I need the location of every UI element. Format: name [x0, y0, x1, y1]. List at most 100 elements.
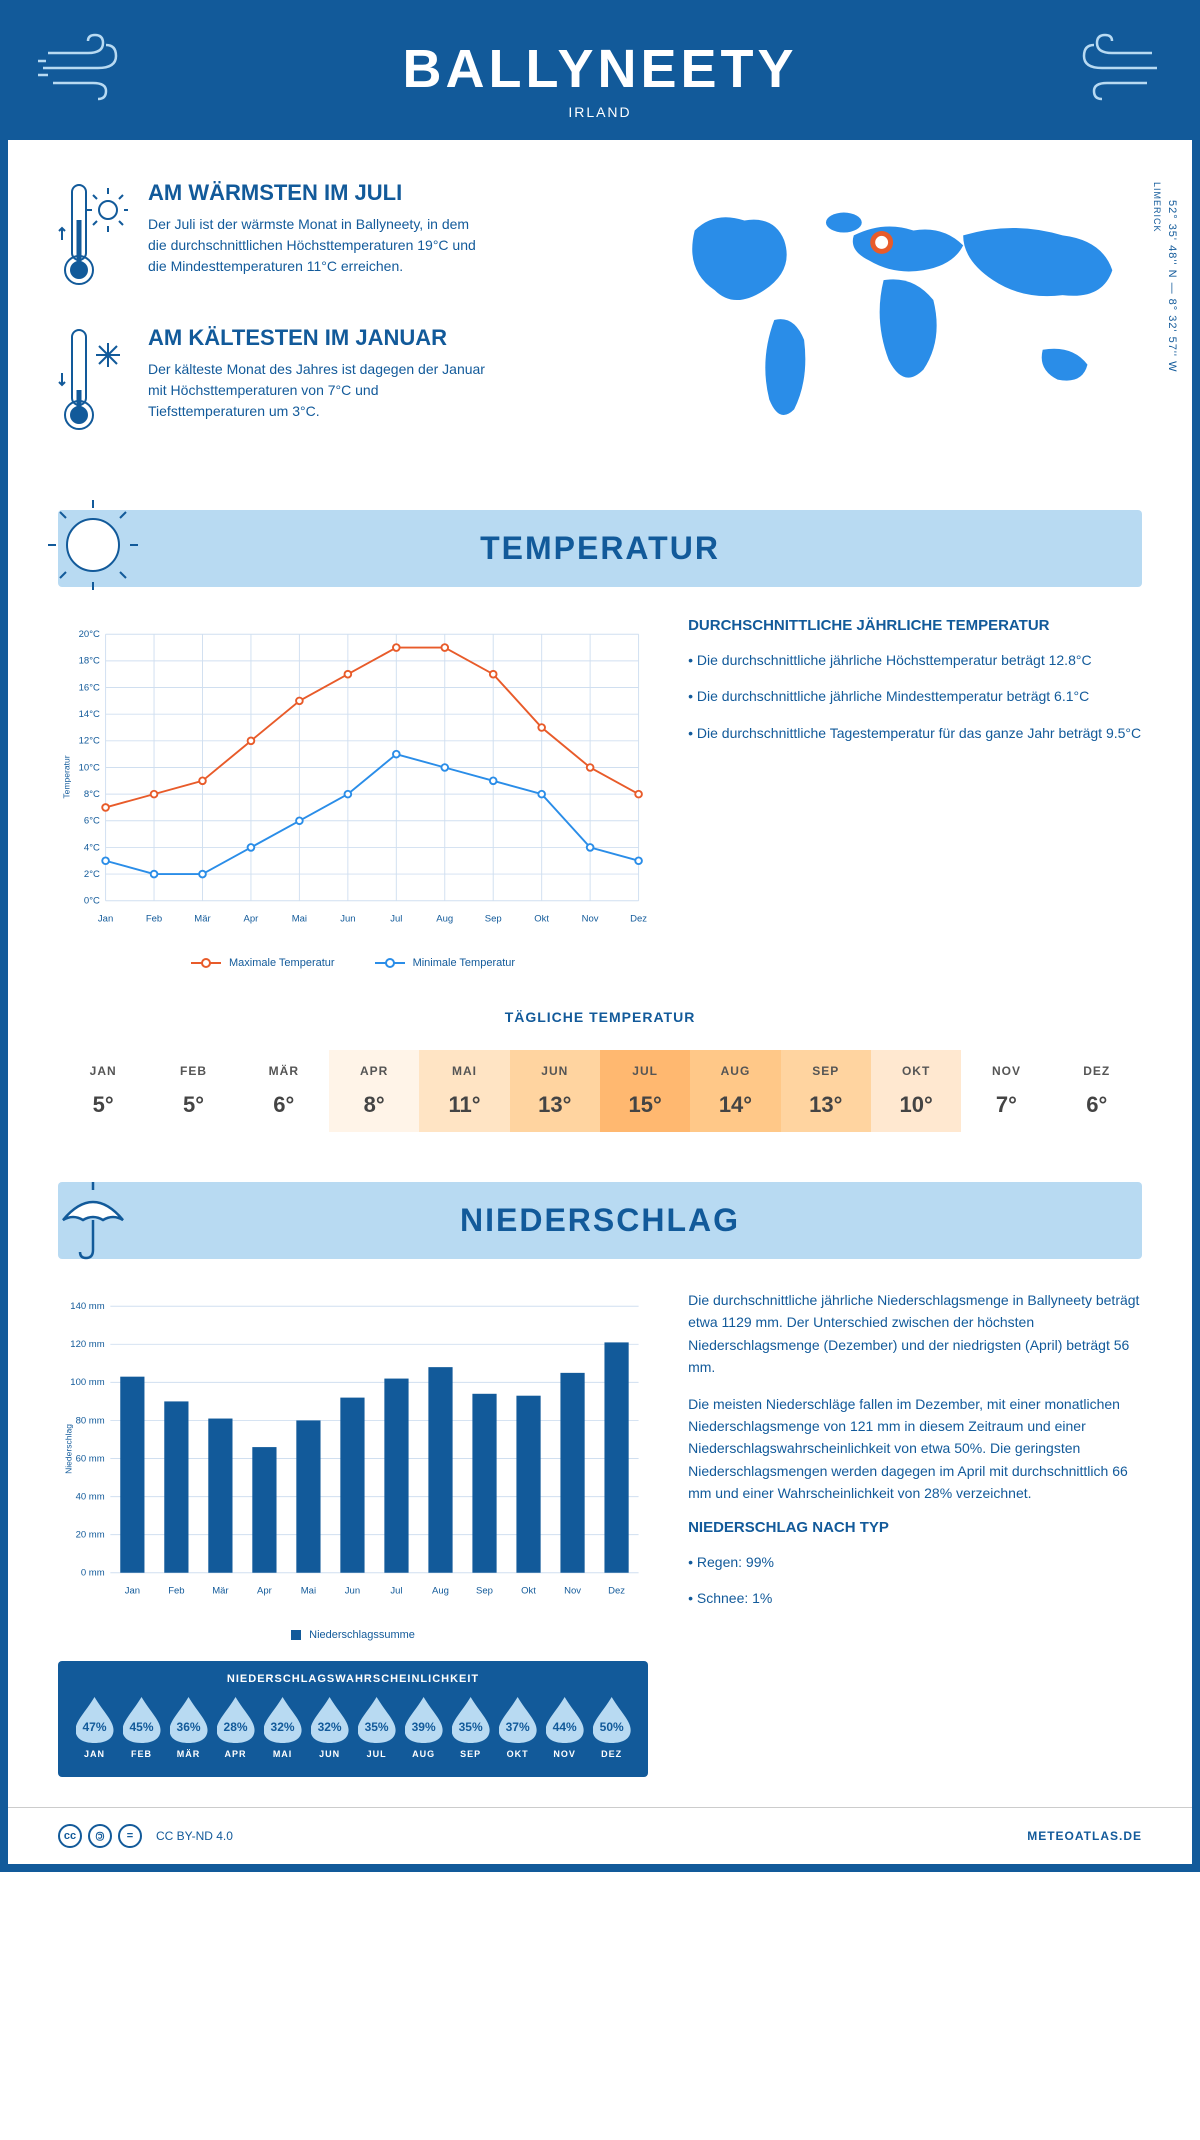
precip-drop: 44%NOV	[543, 1697, 586, 1759]
svg-text:Apr: Apr	[257, 1586, 272, 1597]
precip-desc-p1: Die durchschnittliche jährliche Niedersc…	[688, 1289, 1142, 1379]
wind-icon	[38, 33, 138, 103]
svg-text:16°C: 16°C	[79, 682, 100, 693]
svg-text:Apr: Apr	[244, 914, 259, 925]
overview-section: AM WÄRMSTEN IM JULI Der Juli ist der wär…	[8, 140, 1192, 500]
precip-desc-p2: Die meisten Niederschläge fallen im Deze…	[688, 1393, 1142, 1505]
precip-legend-label: Niederschlagssumme	[309, 1629, 415, 1641]
svg-text:Dez: Dez	[630, 914, 647, 925]
svg-text:Jul: Jul	[390, 1586, 402, 1597]
precipitation-title: NIEDERSCHLAG	[78, 1202, 1122, 1239]
daily-temp-cell: FEB5°	[148, 1050, 238, 1132]
svg-text:Okt: Okt	[521, 1586, 536, 1597]
svg-text:Mai: Mai	[301, 1586, 316, 1597]
svg-text:Nov: Nov	[564, 1586, 581, 1597]
svg-text:Sep: Sep	[485, 914, 502, 925]
precip-drop: 36%MÄR	[167, 1697, 210, 1759]
temp-bullet: • Die durchschnittliche jährliche Höchst…	[688, 649, 1142, 671]
daily-temp-cell: JUN13°	[510, 1050, 600, 1132]
svg-text:6°C: 6°C	[84, 816, 100, 827]
city-title: BALLYNEETY	[8, 38, 1192, 100]
svg-text:Dez: Dez	[608, 1586, 625, 1597]
brand: METEOATLAS.DE	[1027, 1829, 1142, 1843]
daily-temp-cell: MAI11°	[419, 1050, 509, 1132]
precipitation-bar-chart: 0 mm20 mm40 mm60 mm80 mm100 mm120 mm140 …	[58, 1289, 648, 1609]
country-label: IRLAND	[8, 104, 1192, 120]
svg-text:120 mm: 120 mm	[70, 1339, 104, 1350]
temp-chart-legend: Maximale Temperatur Minimale Temperatur	[58, 957, 648, 969]
svg-text:8°C: 8°C	[84, 789, 100, 800]
precip-drop: 45%FEB	[120, 1697, 163, 1759]
precip-legend: Niederschlagssumme	[58, 1629, 648, 1641]
coldest-block: AM KÄLTESTEN IM JANUAR Der kälteste Mona…	[58, 325, 605, 435]
legend-min: Minimale Temperatur	[413, 957, 516, 969]
daily-temp-cell: AUG14°	[690, 1050, 780, 1132]
temperature-line-chart: 0°C2°C4°C6°C8°C10°C12°C14°C16°C18°C20°CJ…	[58, 617, 648, 937]
thermometer-cold-icon	[58, 325, 128, 435]
svg-text:0 mm: 0 mm	[81, 1568, 105, 1579]
wind-icon	[1062, 33, 1162, 103]
svg-text:Mär: Mär	[212, 1586, 228, 1597]
precipitation-probability: NIEDERSCHLAGSWAHRSCHEINLICHKEIT 47%JAN45…	[58, 1661, 648, 1777]
by-icon: 🄯	[88, 1824, 112, 1848]
precip-drop: 35%JUL	[355, 1697, 398, 1759]
precip-type-snow: • Schnee: 1%	[688, 1587, 1142, 1609]
precip-type-rain: • Regen: 99%	[688, 1551, 1142, 1573]
daily-temp-cell: APR8°	[329, 1050, 419, 1132]
coordinates: 52° 35' 48'' N — 8° 32' 57'' W	[1166, 200, 1178, 372]
temperature-title: TEMPERATUR	[78, 530, 1122, 567]
world-map: LIMERICK 52° 35' 48'' N — 8° 32' 57'' W	[645, 180, 1142, 470]
precipitation-banner: NIEDERSCHLAG	[58, 1182, 1142, 1259]
umbrella-icon	[48, 1172, 138, 1262]
svg-text:Jun: Jun	[345, 1586, 360, 1597]
daily-temp-cell: SEP13°	[781, 1050, 871, 1132]
svg-text:100 mm: 100 mm	[70, 1377, 104, 1388]
temperature-banner: TEMPERATUR	[58, 510, 1142, 587]
nd-icon: =	[118, 1824, 142, 1848]
svg-text:2°C: 2°C	[84, 869, 100, 880]
coldest-title: AM KÄLTESTEN IM JANUAR	[148, 325, 488, 351]
svg-text:Sep: Sep	[476, 1586, 493, 1597]
thermometer-hot-icon	[58, 180, 128, 290]
svg-text:18°C: 18°C	[79, 656, 100, 667]
region-label: LIMERICK	[1152, 182, 1162, 233]
daily-temp-bar: JAN5°FEB5°MÄR6°APR8°MAI11°JUN13°JUL15°AU…	[58, 1050, 1142, 1132]
svg-text:14°C: 14°C	[79, 709, 100, 720]
daily-temp-section: TÄGLICHE TEMPERATUR JAN5°FEB5°MÄR6°APR8°…	[8, 999, 1192, 1172]
precip-drop: 35%SEP	[449, 1697, 492, 1759]
svg-text:10°C: 10°C	[79, 762, 100, 773]
svg-text:0°C: 0°C	[84, 896, 100, 907]
cc-icon: cc	[58, 1824, 82, 1848]
temp-desc-title: DURCHSCHNITTLICHE JÄHRLICHE TEMPERATUR	[688, 617, 1142, 634]
warmest-title: AM WÄRMSTEN IM JULI	[148, 180, 488, 206]
daily-temp-cell: NOV7°	[961, 1050, 1051, 1132]
precip-type-title: NIEDERSCHLAG NACH TYP	[688, 1519, 1142, 1536]
svg-text:20 mm: 20 mm	[76, 1530, 105, 1541]
precip-drop: 32%MAI	[261, 1697, 304, 1759]
svg-text:12°C: 12°C	[79, 736, 100, 747]
sun-icon	[48, 500, 138, 590]
svg-text:Aug: Aug	[432, 1586, 449, 1597]
precip-drop: 50%DEZ	[590, 1697, 633, 1759]
svg-text:4°C: 4°C	[84, 842, 100, 853]
infographic-page: BALLYNEETY IRLAND AM WÄRMSTEN IM JULI De…	[0, 0, 1200, 1872]
svg-text:80 mm: 80 mm	[76, 1415, 105, 1426]
location-marker	[873, 233, 891, 251]
svg-text:Feb: Feb	[168, 1586, 184, 1597]
daily-temp-cell: JUL15°	[600, 1050, 690, 1132]
svg-text:40 mm: 40 mm	[76, 1491, 105, 1502]
svg-text:Niederschlag: Niederschlag	[63, 1424, 73, 1474]
svg-text:60 mm: 60 mm	[76, 1453, 105, 1464]
world-map-svg	[645, 180, 1142, 440]
daily-temp-cell: JAN5°	[58, 1050, 148, 1132]
svg-text:Jun: Jun	[340, 914, 355, 925]
coldest-text: Der kälteste Monat des Jahres ist dagege…	[148, 359, 488, 422]
legend-max: Maximale Temperatur	[229, 957, 335, 969]
daily-temp-title: TÄGLICHE TEMPERATUR	[58, 1009, 1142, 1025]
precip-drop: 47%JAN	[73, 1697, 116, 1759]
svg-text:Jan: Jan	[125, 1586, 140, 1597]
svg-text:Feb: Feb	[146, 914, 162, 925]
precipitation-section: 0 mm20 mm40 mm60 mm80 mm100 mm120 mm140 …	[8, 1289, 1192, 1807]
svg-text:Aug: Aug	[436, 914, 453, 925]
svg-text:Temperatur: Temperatur	[61, 755, 71, 798]
